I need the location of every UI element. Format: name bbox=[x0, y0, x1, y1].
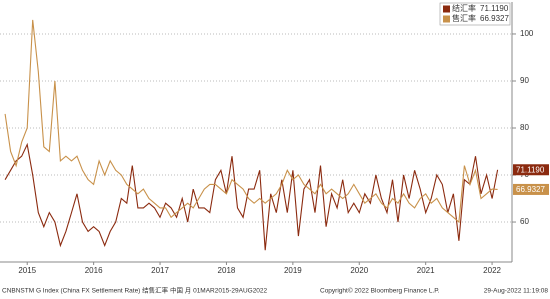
y-tick-label: 80 bbox=[520, 123, 529, 132]
legend-label: 结汇率 bbox=[452, 3, 476, 13]
footer-date: 29-Aug-2022 11:19:08 bbox=[484, 288, 549, 295]
legend-swatch bbox=[443, 5, 450, 13]
last-value-label: 71.1190 bbox=[516, 165, 545, 174]
last-value-box bbox=[513, 164, 549, 176]
last-value-box bbox=[513, 183, 549, 195]
x-tick-label: 2017 bbox=[151, 266, 169, 275]
y-tick-label: 60 bbox=[520, 217, 529, 226]
line-series bbox=[4, 142, 499, 251]
x-tick-label: 2021 bbox=[417, 266, 435, 275]
last-value-label: 66.9327 bbox=[516, 185, 545, 194]
x-tick-label: 2022 bbox=[483, 266, 501, 275]
x-tick-label: 2018 bbox=[218, 266, 236, 275]
footer-source: CNBNSTM G Index (China FX Settlement Rat… bbox=[2, 286, 268, 295]
footer-copyright: Copyright© 2022 Bloomberg Finance L.P. bbox=[320, 287, 440, 295]
x-tick-label: 2019 bbox=[284, 266, 302, 275]
y-tick-label: 90 bbox=[520, 76, 529, 85]
legend-value: 71.1190 bbox=[480, 4, 509, 13]
legend-box bbox=[439, 2, 511, 26]
legend-value: 66.9327 bbox=[480, 14, 509, 23]
x-tick-label: 2015 bbox=[18, 266, 36, 275]
legend-label: 售汇率 bbox=[452, 13, 476, 23]
line-series bbox=[4, 19, 498, 224]
x-tick-label: 2016 bbox=[85, 266, 103, 275]
legend-swatch bbox=[443, 15, 450, 23]
y-tick-label: 100 bbox=[520, 29, 534, 38]
x-tick-label: 2020 bbox=[350, 266, 368, 275]
